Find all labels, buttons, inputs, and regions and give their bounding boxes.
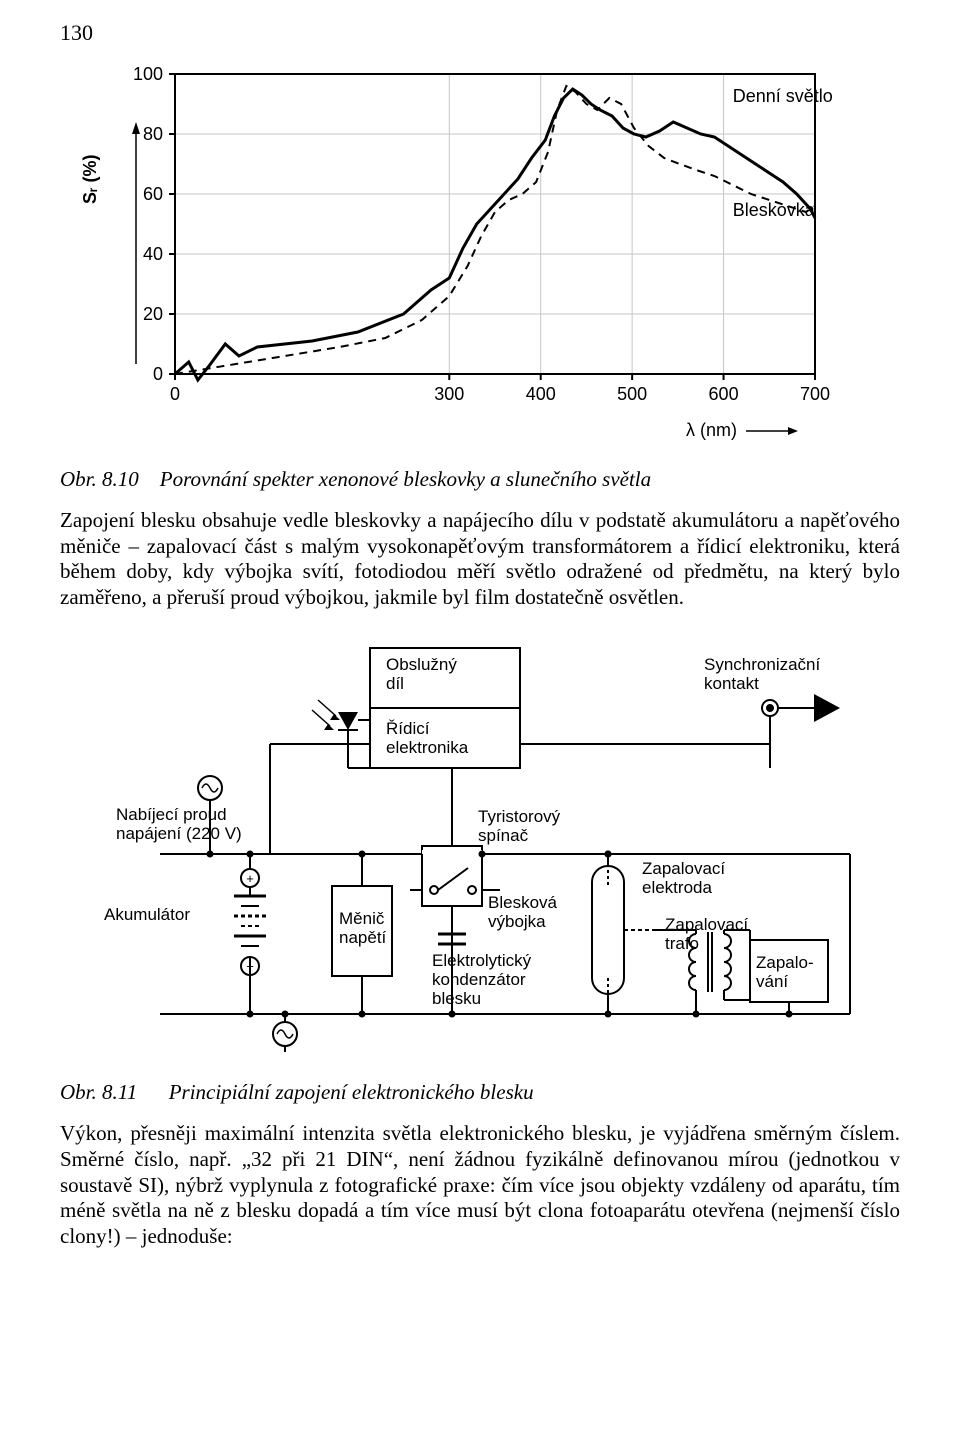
svg-text:0: 0 xyxy=(170,384,180,404)
paragraph-2: Výkon, přesněji maximální intenzita svět… xyxy=(60,1121,900,1249)
svg-text:80: 80 xyxy=(143,124,163,144)
label-capacitor: Elektrolytickýkondenzátorblesku xyxy=(432,952,531,1008)
label-control: Obslužnýdíl xyxy=(386,656,457,693)
svg-text:600: 600 xyxy=(709,384,739,404)
spectrum-chart: Sᵣ (%) 0300400500600700020406080100 Denn… xyxy=(90,54,870,441)
label-ignite-electrode: Zapalovacíelektroda xyxy=(642,860,725,897)
svg-text:500: 500 xyxy=(617,384,647,404)
label-ignition: Zapalo-vání xyxy=(756,954,814,991)
paragraph-1: Zapojení blesku obsahuje vedle bleskovky… xyxy=(60,508,900,610)
label-electronics: Řídicíelektronika xyxy=(386,720,468,757)
svg-text:300: 300 xyxy=(434,384,464,404)
svg-text:100: 100 xyxy=(133,64,163,84)
label-accumulator: Akumulátor xyxy=(104,906,190,925)
svg-text:+: + xyxy=(246,871,254,886)
y-axis-label: Sᵣ (%) xyxy=(80,154,101,204)
page-number: 130 xyxy=(60,20,900,46)
label-sync: Synchronizačníkontakt xyxy=(704,656,820,693)
label-converter: Měničnapětí xyxy=(339,910,386,947)
label-flashtube: Bleskovávýbojka xyxy=(488,894,557,931)
flash-label: Bleskovka xyxy=(733,200,815,221)
svg-text:40: 40 xyxy=(143,244,163,264)
svg-text:700: 700 xyxy=(800,384,830,404)
label-charge: Nabíjecí proudnapájení (220 V) xyxy=(116,806,242,843)
x-axis-label: λ (nm) xyxy=(90,420,870,441)
flash-schematic: +− Obslužnýdíl Řídicíelektronika Synchro… xyxy=(80,634,880,1054)
svg-text:60: 60 xyxy=(143,184,163,204)
chart-svg: 0 300 400 500 600 700 0 20 40 60 80 100 xyxy=(90,54,870,424)
svg-text:0: 0 xyxy=(153,364,163,384)
daylight-label: Denní světlo xyxy=(733,86,833,107)
svg-text:400: 400 xyxy=(526,384,556,404)
label-ignite-trafo: Zapalovacítrafo xyxy=(665,916,748,953)
figure-8-11-caption: Obr. 8.11 Principiální zapojení elektron… xyxy=(60,1080,900,1105)
figure-8-10-caption: Obr. 8.10 Porovnání spekter xenonové ble… xyxy=(60,467,900,492)
label-thyristor: Tyristorovýspínač xyxy=(478,808,560,845)
svg-text:20: 20 xyxy=(143,304,163,324)
